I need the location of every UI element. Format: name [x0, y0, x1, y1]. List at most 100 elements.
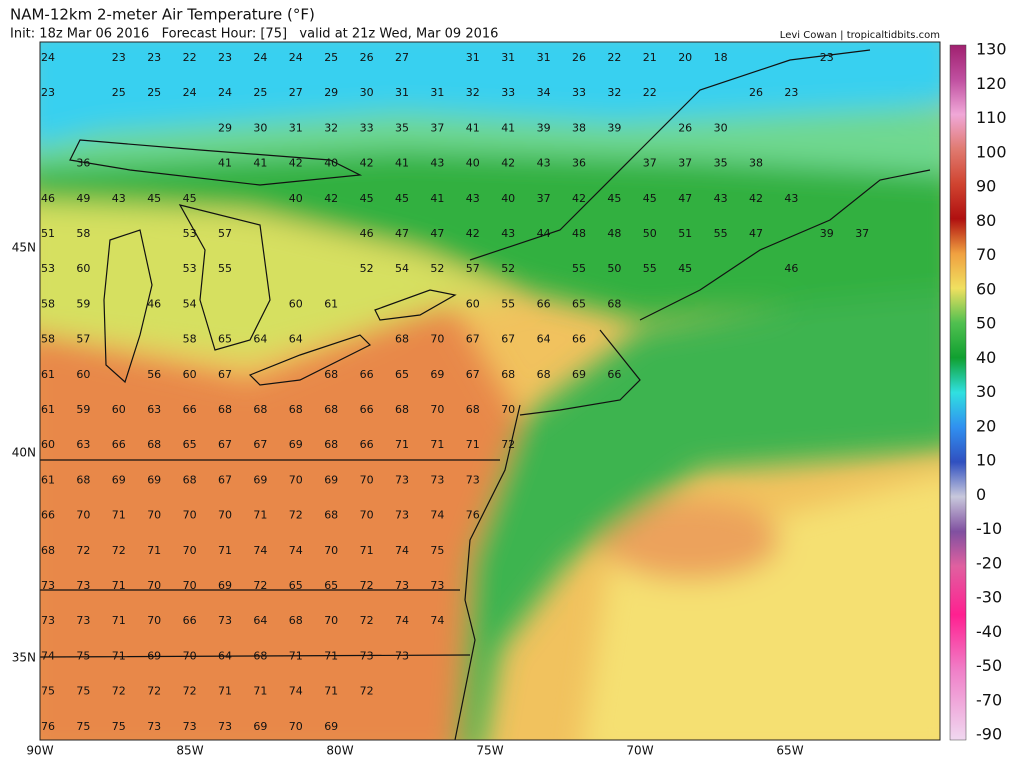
colorbar-label: -20	[976, 553, 1002, 572]
station-value: 23	[820, 51, 834, 64]
station-value: 24	[218, 86, 232, 99]
station-value: 41	[466, 121, 480, 134]
station-value: 69	[218, 579, 232, 592]
station-value: 64	[218, 649, 232, 662]
colorbar	[949, 44, 967, 741]
station-value: 68	[147, 438, 161, 451]
station-value: 45	[678, 262, 692, 275]
station-value: 70	[289, 473, 303, 486]
station-value: 73	[218, 720, 232, 733]
station-value: 66	[183, 403, 197, 416]
station-value: 74	[289, 685, 303, 698]
station-value: 72	[112, 544, 126, 557]
station-value: 74	[395, 544, 409, 557]
station-value: 47	[749, 227, 763, 240]
station-value: 69	[430, 368, 444, 381]
station-value: 68	[289, 403, 303, 416]
station-value: 71	[147, 544, 161, 557]
station-value: 21	[643, 51, 657, 64]
station-value: 54	[183, 297, 197, 310]
station-value: 73	[466, 473, 480, 486]
station-value: 70	[501, 403, 515, 416]
station-value: 67	[501, 333, 515, 346]
station-value: 46	[147, 297, 161, 310]
station-value: 69	[147, 473, 161, 486]
station-value: 73	[395, 509, 409, 522]
colorbar-labels: 1301201101009080706050403020100-10-20-30…	[976, 40, 1007, 744]
lon-label: 90W	[26, 744, 53, 758]
station-value: 42	[749, 192, 763, 205]
station-value: 43	[430, 157, 444, 170]
station-value: 33	[360, 121, 374, 134]
station-value: 75	[76, 685, 90, 698]
station-value: 72	[183, 685, 197, 698]
station-value: 56	[147, 368, 161, 381]
station-value: 65	[572, 297, 586, 310]
station-value: 71	[430, 438, 444, 451]
station-value: 70	[324, 614, 338, 627]
station-value: 70	[147, 579, 161, 592]
station-value: 76	[41, 720, 55, 733]
station-value: 59	[76, 403, 90, 416]
station-value: 18	[714, 51, 728, 64]
station-value: 72	[501, 438, 515, 451]
station-value: 40	[289, 192, 303, 205]
station-value: 43	[501, 227, 515, 240]
subtitle: Init: 18z Mar 06 2016 Forecast Hour: [75…	[10, 27, 498, 42]
station-value: 68	[76, 473, 90, 486]
station-value: 73	[395, 579, 409, 592]
credit: Levi Cowan | tropicaltidbits.com	[780, 30, 940, 41]
station-value: 69	[253, 720, 267, 733]
station-value: 68	[253, 403, 267, 416]
station-value: 66	[537, 297, 551, 310]
station-value: 39	[607, 121, 621, 134]
station-value: 40	[324, 157, 338, 170]
station-value: 73	[395, 649, 409, 662]
station-value: 70	[183, 649, 197, 662]
station-value: 51	[41, 227, 55, 240]
station-value: 72	[360, 579, 374, 592]
station-value: 47	[430, 227, 444, 240]
station-value: 68	[537, 368, 551, 381]
station-value: 48	[607, 227, 621, 240]
station-value: 74	[289, 544, 303, 557]
station-value: 26	[749, 86, 763, 99]
station-value: 60	[76, 368, 90, 381]
station-value: 70	[360, 509, 374, 522]
station-value: 68	[289, 614, 303, 627]
station-value: 72	[360, 685, 374, 698]
station-value: 51	[678, 227, 692, 240]
station-value: 40	[501, 192, 515, 205]
station-value: 57	[466, 262, 480, 275]
station-value: 68	[501, 368, 515, 381]
station-value: 31	[501, 51, 515, 64]
map-frame	[39, 41, 941, 741]
station-value: 29	[324, 86, 338, 99]
station-value: 71	[112, 614, 126, 627]
station-value: 60	[183, 368, 197, 381]
station-value: 71	[112, 649, 126, 662]
station-value: 58	[41, 297, 55, 310]
station-value: 54	[395, 262, 409, 275]
station-value: 58	[183, 333, 197, 346]
station-value: 74	[430, 614, 444, 627]
colorbar-label: 50	[976, 314, 996, 333]
station-value: 37	[430, 121, 444, 134]
station-value: 61	[41, 403, 55, 416]
station-value: 39	[820, 227, 834, 240]
station-value: 70	[360, 473, 374, 486]
station-value: 71	[324, 685, 338, 698]
station-value: 29	[218, 121, 232, 134]
colorbar-label: 10	[976, 451, 996, 470]
station-value: 69	[572, 368, 586, 381]
station-value: 66	[183, 614, 197, 627]
station-value: 38	[749, 157, 763, 170]
station-value: 70	[183, 544, 197, 557]
station-value: 25	[112, 86, 126, 99]
station-value: 52	[501, 262, 515, 275]
station-value: 72	[147, 685, 161, 698]
station-value: 68	[324, 368, 338, 381]
station-value: 73	[430, 579, 444, 592]
station-value: 55	[572, 262, 586, 275]
station-value: 70	[147, 614, 161, 627]
